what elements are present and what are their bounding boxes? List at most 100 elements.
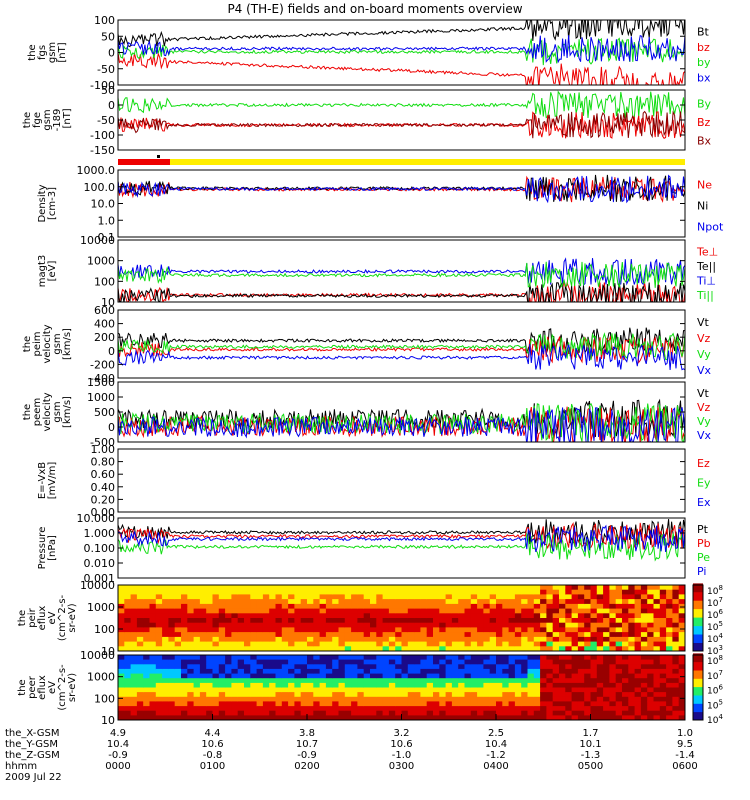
heat-cell xyxy=(363,715,371,721)
heat-cell xyxy=(206,701,213,707)
heat-cell xyxy=(502,706,510,712)
heat-cell xyxy=(552,687,560,693)
heat-cell xyxy=(653,706,661,712)
legend-Pe: Pe xyxy=(697,551,710,564)
heat-cell xyxy=(527,618,535,624)
heat-cell xyxy=(363,664,371,670)
heat-cell xyxy=(231,673,239,679)
heat-cell xyxy=(162,618,169,624)
heat-cell xyxy=(647,632,654,638)
heat-cell xyxy=(162,599,169,605)
colorbar-cell xyxy=(693,670,703,673)
heat-cell xyxy=(609,678,617,684)
heat-cell xyxy=(174,696,182,702)
heat-cell xyxy=(433,608,440,614)
heat-cell xyxy=(338,627,346,633)
heat-cell xyxy=(527,646,535,652)
heat-cell xyxy=(666,682,673,688)
heat-cell xyxy=(634,664,642,670)
heat-cell xyxy=(464,627,472,633)
heat-cell xyxy=(546,641,554,647)
heat-cell xyxy=(596,664,604,670)
heat-cell xyxy=(262,673,270,679)
heat-cell xyxy=(181,706,188,712)
heat-cell xyxy=(527,696,535,702)
heat-cell xyxy=(275,701,283,707)
legend-Npot: Npot xyxy=(697,221,724,234)
heat-cell xyxy=(237,668,245,674)
heat-cell xyxy=(640,696,648,702)
heat-cell xyxy=(332,589,339,595)
heat-cell xyxy=(552,636,560,643)
heat-cell xyxy=(256,585,264,591)
heat-cell xyxy=(162,664,169,670)
heat-cell xyxy=(426,618,434,624)
heat-cell xyxy=(130,664,138,670)
heat-cell xyxy=(666,622,673,628)
heat-cell xyxy=(244,589,251,595)
heat-cell xyxy=(622,589,629,595)
heat-cell xyxy=(307,622,314,628)
heat-cell xyxy=(647,603,654,610)
heat-cell xyxy=(546,594,554,600)
heat-cell xyxy=(269,632,276,638)
heat-cell xyxy=(256,603,264,610)
heat-cell xyxy=(584,618,591,624)
heat-cell xyxy=(193,618,201,624)
heat-cell xyxy=(470,706,478,712)
heat-cell xyxy=(231,603,239,610)
heat-cell xyxy=(382,710,390,716)
heat-cell xyxy=(225,678,232,684)
heat-cell xyxy=(199,687,207,693)
heat-cell xyxy=(458,710,465,716)
heat-cell xyxy=(508,641,516,647)
heat-cell xyxy=(407,636,415,643)
heat-cell xyxy=(275,589,283,595)
heat-cell xyxy=(653,599,661,605)
heat-cell xyxy=(603,655,610,661)
heat-cell xyxy=(546,636,554,643)
heat-cell xyxy=(199,673,207,679)
colorbar-cell xyxy=(693,703,703,706)
heat-cell xyxy=(313,594,321,600)
heat-cell xyxy=(149,715,157,721)
y-axis-label: thefgsgsm[nT] xyxy=(27,42,68,63)
heat-cell xyxy=(363,673,371,679)
heat-cell xyxy=(628,622,636,628)
footer-value: 3.2 xyxy=(394,728,410,739)
heat-cell xyxy=(521,608,528,614)
heat-cell xyxy=(546,668,554,674)
y-axis-label-line: the xyxy=(22,404,33,420)
heat-cell xyxy=(546,585,554,591)
heat-cell xyxy=(313,696,321,702)
heat-cell xyxy=(609,701,617,707)
heat-cell xyxy=(565,636,573,643)
heat-cell xyxy=(584,701,591,707)
heat-cell xyxy=(395,682,402,688)
heat-cell xyxy=(477,696,484,702)
legend-Vx: Vx xyxy=(697,429,712,442)
heat-cell xyxy=(212,673,220,679)
heat-cell xyxy=(193,678,201,684)
colorbar-cell xyxy=(693,710,703,713)
heat-cell xyxy=(395,696,402,702)
heat-cell xyxy=(118,682,125,688)
heat-cell xyxy=(149,618,157,624)
heat-cell xyxy=(181,696,188,702)
heat-cell xyxy=(187,589,195,595)
heat-cell xyxy=(206,655,213,661)
heat-cell xyxy=(672,715,680,721)
heat-cell xyxy=(533,589,541,595)
heat-cell xyxy=(634,594,642,600)
heat-cell xyxy=(420,659,428,665)
heat-cell xyxy=(168,641,176,647)
heat-cell xyxy=(521,678,528,684)
heat-cell xyxy=(552,622,560,628)
y-axis-label-line: [cm-3] xyxy=(47,187,58,220)
heat-cell xyxy=(640,636,648,643)
heat-cell xyxy=(634,678,642,684)
heat-cell xyxy=(622,687,629,693)
colorbar-cell xyxy=(693,663,703,666)
heat-cell xyxy=(477,692,484,698)
heat-cell xyxy=(577,687,585,693)
